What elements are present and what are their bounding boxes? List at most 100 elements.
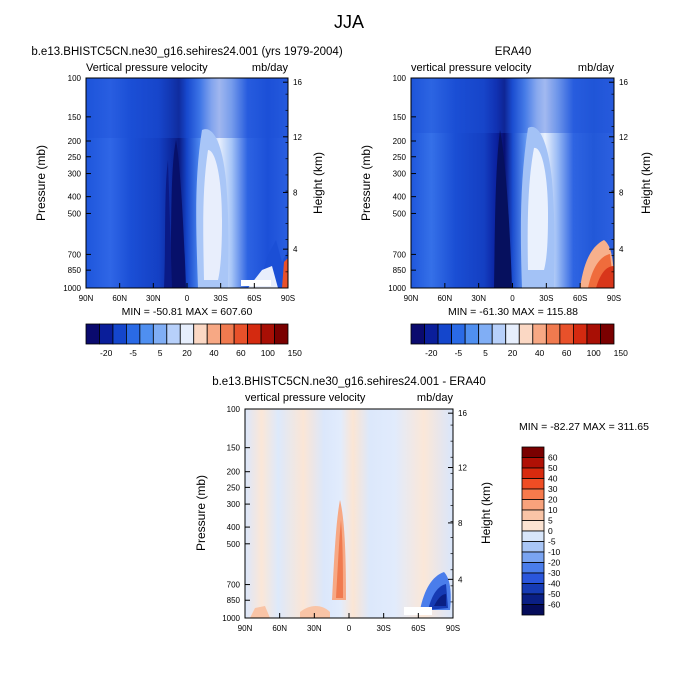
panel-difference-y2-axis: 4 8 12 16 bbox=[448, 409, 467, 603]
panel-model-colorbar-box bbox=[179, 323, 195, 345]
panel-era40-y-tick-label: 400 bbox=[393, 193, 407, 202]
panel-era40-x-tick-label: 90N bbox=[404, 294, 419, 303]
panel-model-y-axis: 100 150 200 250 300 400 500 700 850 1000 bbox=[63, 74, 91, 293]
panel-model-y-tick-label: 100 bbox=[68, 74, 82, 83]
panel-difference-colorbar-label: -30 bbox=[548, 568, 561, 578]
panel-era40-y-axis: 100 150 200 250 300 400 500 700 850 1000 bbox=[388, 74, 416, 293]
panel-model-left-string: Vertical pressure velocity bbox=[86, 62, 208, 74]
panel-difference-colorbar-box bbox=[521, 499, 545, 511]
panel-difference-colorbar-box bbox=[521, 530, 545, 542]
panel-era40-colorbar-box bbox=[545, 323, 561, 345]
panel-difference-colorbar-label: 0 bbox=[548, 526, 553, 536]
panel-difference-colorbar-label: 50 bbox=[548, 463, 558, 473]
panel-difference-y-tick-label: 1000 bbox=[222, 614, 240, 623]
panel-model-colorbar-label: 20 bbox=[182, 348, 192, 358]
panel-model-colorbar-box bbox=[166, 323, 181, 345]
panel-difference-colorbar-label: -50 bbox=[548, 589, 561, 599]
panel-difference-colorbar-label: -40 bbox=[548, 579, 561, 589]
panel-era40-colorbar-box bbox=[573, 323, 588, 345]
panel-difference-y2-tick-label: 8 bbox=[458, 519, 463, 528]
panel-model-x-tick-label: 0 bbox=[185, 294, 190, 303]
panel-difference-colorbar-box bbox=[521, 562, 545, 574]
panel-difference-y-tick-label: 100 bbox=[227, 405, 241, 414]
panel-era40-colorbar-label: 20 bbox=[508, 348, 518, 358]
panel-difference-colorbar-label: -5 bbox=[548, 537, 556, 547]
panel-era40-colorbar-label: -20 bbox=[425, 348, 438, 358]
panel-model-x-tick-label: 90N bbox=[79, 294, 94, 303]
panel-model-colorbar: -20 -5 5 20 40 60 100 150 bbox=[85, 323, 302, 358]
panel-era40-colorbar-label: -5 bbox=[455, 348, 463, 358]
panel-era40-units: mb/day bbox=[578, 62, 615, 74]
panel-difference-y-tick-label: 500 bbox=[227, 540, 241, 549]
panel-era40-y-tick-label: 500 bbox=[393, 209, 407, 218]
panel-model-colorbar-box bbox=[260, 323, 275, 345]
panel-model-x-tick-label: 30N bbox=[146, 294, 161, 303]
main-title: JJA bbox=[334, 12, 364, 32]
panel-difference-x-tick-label: 60N bbox=[272, 624, 287, 633]
panel-era40-field bbox=[411, 78, 614, 288]
panel-era40-y2-tick-label: 4 bbox=[619, 245, 624, 254]
panel-model-y2-tick-label: 16 bbox=[293, 78, 302, 87]
panel-era40-colorbar-label: 150 bbox=[614, 348, 628, 358]
panel-model-y-tick-label: 200 bbox=[68, 137, 82, 146]
panel-model-units: mb/day bbox=[252, 62, 289, 74]
panel-era40-colorbar-label: 60 bbox=[562, 348, 572, 358]
panel-difference-colorbar-label: 60 bbox=[548, 453, 558, 463]
panel-era40-y-tick-label: 1000 bbox=[388, 284, 406, 293]
panel-model-field bbox=[86, 78, 288, 288]
panel-era40-colorbar-box bbox=[437, 323, 453, 345]
panel-difference-colorbar-label: -60 bbox=[548, 600, 561, 610]
panel-era40-colorbar-box bbox=[464, 323, 480, 345]
panel-model-colorbar-box bbox=[126, 323, 141, 345]
panel-era40-x-tick-label: 30N bbox=[471, 294, 486, 303]
panel-era40-y2-tick-label: 16 bbox=[619, 78, 628, 87]
panel-model-colorbar-label: -20 bbox=[100, 348, 113, 358]
panel-difference-y2-tick-label: 4 bbox=[458, 575, 463, 584]
panel-difference-stats: MIN = -82.27 MAX = 311.65 bbox=[519, 421, 649, 433]
panel-model-x-tick-label: 90S bbox=[281, 294, 295, 303]
panel-era40-colorbar-box bbox=[586, 323, 601, 345]
panel-model-colorbar-label: -5 bbox=[129, 348, 137, 358]
panel-difference-y-tick-label: 400 bbox=[227, 523, 241, 532]
panel-difference-left-string: vertical pressure velocity bbox=[245, 392, 366, 404]
panel-model-y-tick-label: 1000 bbox=[63, 284, 81, 293]
panel-era40-x-tick-label: 90S bbox=[607, 294, 621, 303]
panel-model-colorbar-box bbox=[274, 323, 289, 345]
panel-model-colorbar-box bbox=[233, 323, 248, 345]
panel-era40-colorbar-box bbox=[478, 323, 493, 345]
panel-model-y-tick-label: 250 bbox=[68, 153, 82, 162]
panel-difference-y-tick-label: 300 bbox=[227, 500, 241, 509]
panel-era40-x-axis: 90N 60N 30N 0 30S 60S 90S bbox=[404, 283, 621, 303]
panel-difference-colorbar-label: 20 bbox=[548, 495, 558, 505]
panel-era40-y-tick-label: 100 bbox=[393, 74, 407, 83]
panel-era40-colorbar-box bbox=[559, 323, 574, 345]
panel-difference-y-tick-label: 150 bbox=[227, 444, 241, 453]
panel-difference-colorbar-box bbox=[521, 446, 545, 458]
panel-model-ylabel: Pressure (mb) bbox=[34, 145, 48, 221]
panel-model-y2-tick-label: 4 bbox=[293, 245, 298, 254]
panel-difference-y-axis: 100 150 200 250 300 400 500 700 850 1000 bbox=[222, 405, 250, 623]
panel-era40-colorbar-box bbox=[518, 323, 534, 345]
panel-era40-y-tick-label: 150 bbox=[393, 113, 407, 122]
panel-model-x-axis: 90N 60N 30N 0 30S 60S 90S bbox=[79, 283, 295, 303]
panel-era40-colorbar-box bbox=[505, 323, 520, 345]
panel-era40-y2label: Height (km) bbox=[639, 152, 653, 214]
panel-era40-x-tick-label: 60S bbox=[573, 294, 587, 303]
panel-model-colorbar-box bbox=[220, 323, 235, 345]
panel-difference-colorbar-label: 10 bbox=[548, 505, 558, 515]
panel-model-y2-axis: 4 8 12 16 bbox=[283, 78, 302, 273]
panel-difference-x-tick-label: 30N bbox=[307, 624, 322, 633]
panel-difference-colorbar-box bbox=[521, 509, 545, 521]
panel-model-x-tick-label: 60S bbox=[247, 294, 261, 303]
panel-model-colorbar-box bbox=[139, 323, 154, 345]
panel-era40-y-tick-label: 250 bbox=[393, 153, 407, 162]
panel-model-colorbar-box bbox=[247, 323, 262, 345]
panel-era40-colorbar-box bbox=[532, 323, 547, 345]
panel-model-title: b.e13.BHISTC5CN.ne30_g16.sehires24.001 (… bbox=[31, 46, 342, 58]
panel-model-colorbar-box bbox=[85, 323, 100, 345]
panel-model-y-tick-label: 300 bbox=[68, 170, 82, 179]
panel-difference-colorbar-box bbox=[521, 520, 545, 532]
panel-difference-colorbar-box bbox=[521, 583, 545, 595]
panel-difference-y-tick-label: 700 bbox=[227, 581, 241, 590]
panel-era40-colorbar: -20 -5 5 20 40 60 100 150 bbox=[410, 323, 628, 358]
